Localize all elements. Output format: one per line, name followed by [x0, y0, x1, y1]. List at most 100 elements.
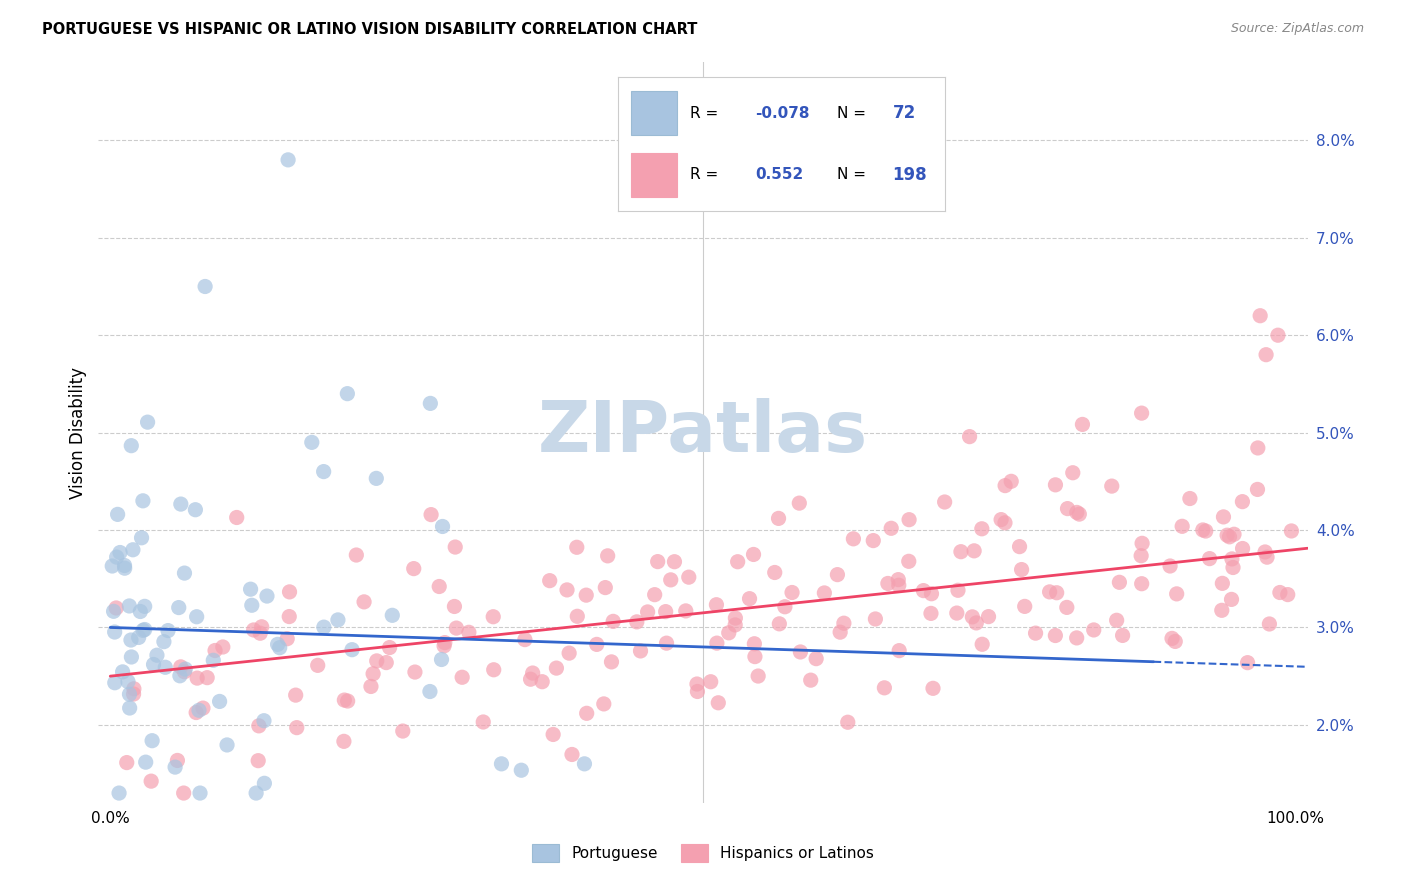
- Point: [186, 706, 208, 720]
- Point: [195, 671, 218, 685]
- Point: [724, 618, 747, 632]
- Point: [1256, 550, 1278, 565]
- Point: [706, 636, 728, 650]
- Point: [1130, 549, 1153, 563]
- Point: [353, 595, 375, 609]
- Point: [664, 555, 686, 569]
- Point: [1254, 348, 1277, 362]
- Point: [880, 521, 903, 535]
- Point: [276, 632, 298, 646]
- Point: [647, 555, 669, 569]
- Point: [269, 640, 291, 655]
- Point: [1161, 632, 1184, 646]
- Point: [949, 544, 972, 558]
- Point: [768, 511, 790, 525]
- Point: [873, 681, 896, 695]
- Point: [307, 658, 329, 673]
- Point: [245, 786, 267, 800]
- Point: [827, 567, 849, 582]
- Point: [659, 573, 682, 587]
- Point: [600, 655, 623, 669]
- Point: [1258, 617, 1281, 632]
- Point: [592, 697, 614, 711]
- Point: [1222, 560, 1244, 574]
- Point: [1198, 551, 1220, 566]
- Point: [1218, 530, 1240, 544]
- Point: [482, 663, 505, 677]
- Point: [678, 570, 700, 584]
- Point: [1220, 592, 1243, 607]
- Point: [1279, 524, 1302, 538]
- Point: [686, 677, 709, 691]
- Point: [946, 606, 969, 620]
- Point: [630, 644, 652, 658]
- Point: [707, 696, 730, 710]
- Point: [101, 559, 124, 574]
- Point: [118, 599, 141, 613]
- Point: [959, 429, 981, 443]
- Point: [934, 495, 956, 509]
- Point: [184, 502, 207, 516]
- Point: [644, 588, 666, 602]
- Point: [432, 519, 454, 533]
- Point: [211, 640, 233, 654]
- Point: [170, 497, 193, 511]
- Point: [546, 661, 568, 675]
- Point: [142, 657, 165, 672]
- Point: [555, 582, 578, 597]
- Point: [595, 581, 617, 595]
- Point: [773, 599, 796, 614]
- Point: [165, 760, 187, 774]
- Point: [361, 666, 384, 681]
- Point: [763, 566, 786, 580]
- Point: [120, 633, 142, 648]
- Point: [575, 706, 598, 721]
- Point: [141, 733, 163, 747]
- Point: [249, 626, 271, 640]
- Point: [146, 648, 169, 663]
- Point: [920, 607, 942, 621]
- Point: [174, 662, 197, 676]
- Point: [1171, 519, 1194, 533]
- Point: [326, 613, 349, 627]
- Legend: Portuguese, Hispanics or Latinos: Portuguese, Hispanics or Latinos: [531, 844, 875, 862]
- Point: [1045, 478, 1067, 492]
- Point: [898, 513, 921, 527]
- Point: [1211, 576, 1233, 591]
- Point: [567, 609, 589, 624]
- Point: [977, 609, 1000, 624]
- Point: [742, 548, 765, 562]
- Point: [963, 544, 986, 558]
- Point: [419, 684, 441, 698]
- Text: Source: ZipAtlas.com: Source: ZipAtlas.com: [1230, 22, 1364, 36]
- Point: [832, 616, 855, 631]
- Point: [132, 493, 155, 508]
- Point: [430, 652, 453, 666]
- Point: [482, 609, 505, 624]
- Point: [1268, 585, 1291, 599]
- Point: [744, 649, 766, 664]
- Point: [141, 774, 163, 789]
- Point: [965, 615, 987, 630]
- Point: [1212, 509, 1234, 524]
- Point: [312, 465, 335, 479]
- Point: [118, 687, 141, 701]
- Point: [1014, 599, 1036, 614]
- Point: [104, 675, 127, 690]
- Point: [173, 566, 195, 580]
- Point: [912, 583, 935, 598]
- Point: [381, 608, 404, 623]
- Point: [596, 549, 619, 563]
- Point: [1056, 501, 1078, 516]
- Point: [1083, 623, 1105, 637]
- Point: [240, 599, 263, 613]
- Point: [1232, 494, 1254, 508]
- Point: [191, 701, 214, 715]
- Point: [173, 665, 195, 679]
- Point: [301, 435, 323, 450]
- Point: [602, 615, 624, 629]
- Point: [842, 532, 865, 546]
- Point: [247, 719, 270, 733]
- Point: [336, 694, 359, 708]
- Point: [1101, 479, 1123, 493]
